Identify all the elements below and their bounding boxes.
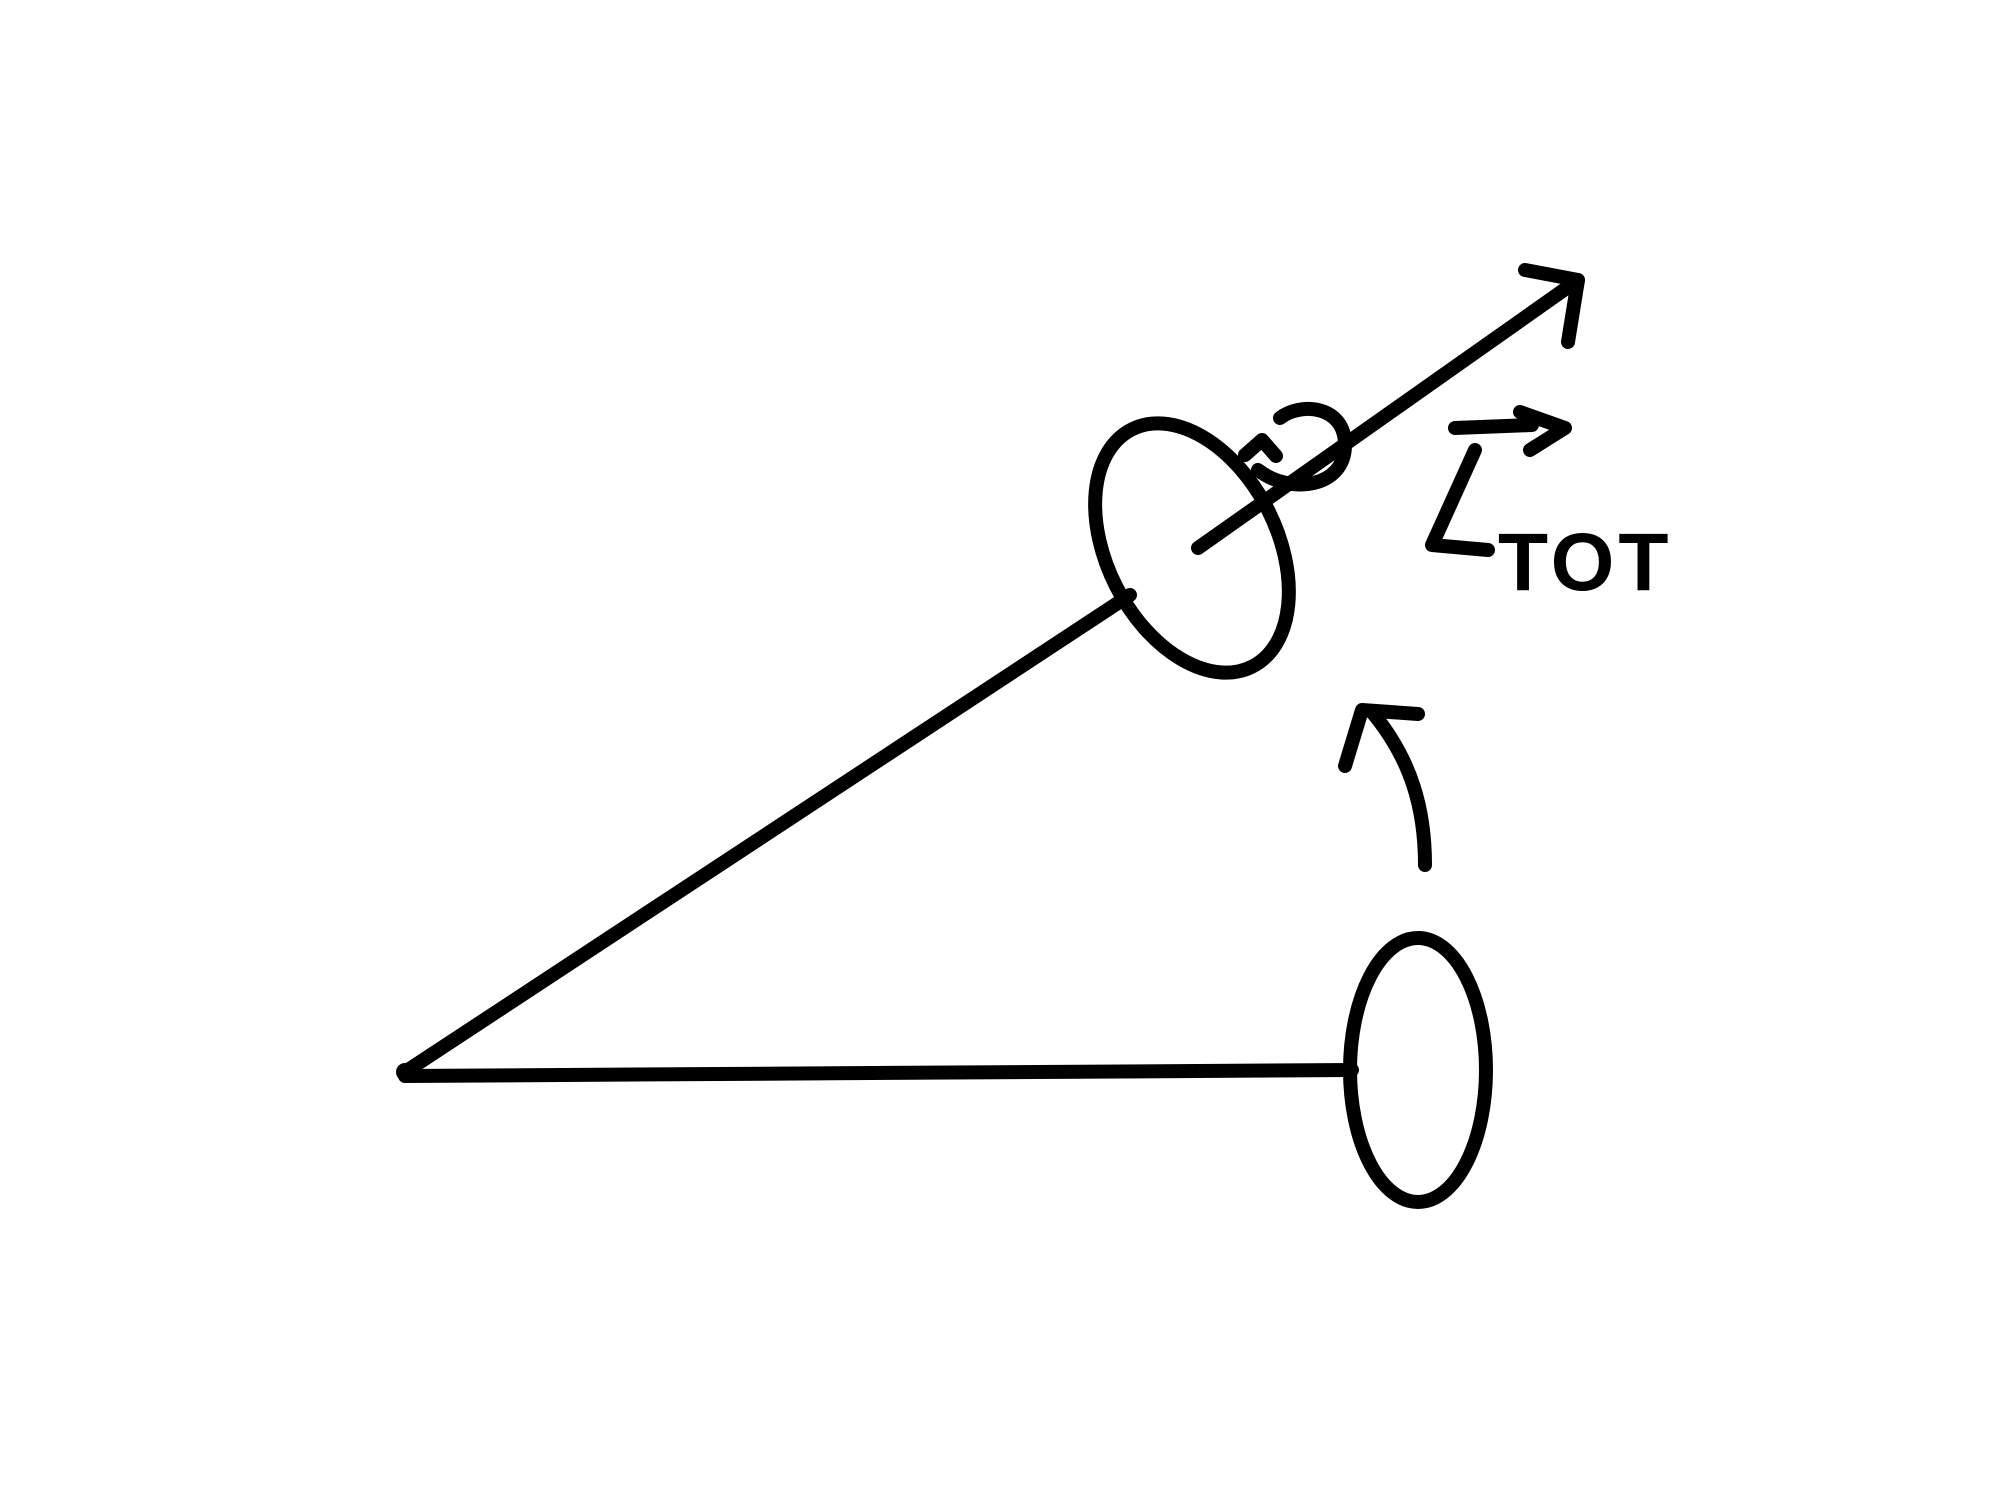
- horizontal-rod: [398, 1063, 1359, 1083]
- label-subscript: TOT: [1498, 517, 1672, 608]
- upper-disk: [1088, 416, 1296, 680]
- tilted-rod: [398, 588, 1137, 1079]
- vector-over-arrow: [1448, 418, 1539, 435]
- swing-arrowhead: [1338, 703, 1425, 773]
- spin-rotation-arrow: [1251, 401, 1352, 492]
- vector-arrowhead: [1518, 263, 1585, 349]
- lower-disk: [1343, 931, 1493, 1209]
- label-letter-l: [1425, 443, 1495, 557]
- vector-over-arrowhead: [1513, 405, 1572, 457]
- swing-arrow: [1365, 705, 1432, 872]
- spin-arrowhead: [1238, 433, 1283, 463]
